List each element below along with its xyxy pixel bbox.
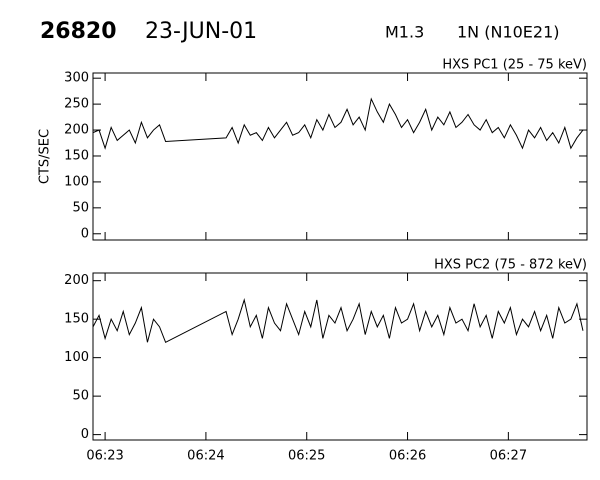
y-tick-label: 0 — [81, 226, 89, 241]
y-axis-label: CTS/SEC — [38, 129, 53, 184]
y-tick-label: 50 — [72, 200, 89, 215]
y-tick-label: 100 — [64, 350, 89, 365]
plot-frame — [92, 72, 588, 241]
y-tick-label: 0 — [81, 427, 89, 442]
flare-location: 1N (N10E21) — [457, 23, 560, 42]
y-tick-label: 250 — [64, 97, 89, 112]
y-tick-label: 200 — [64, 273, 89, 288]
data-line — [92, 97, 584, 150]
panel-title: HXS PC1 (25 - 75 keV) — [442, 58, 587, 73]
y-tick-label: 150 — [64, 312, 89, 327]
y-tick-label: 50 — [72, 389, 89, 404]
event-date: 23-JUN-01 — [145, 19, 257, 44]
y-tick-label: 100 — [64, 174, 89, 189]
panel-title: HXS PC2 (75 - 872 keV) — [434, 258, 587, 273]
y-tick-label: 200 — [64, 123, 89, 138]
x-tick-label: 06:26 — [389, 449, 426, 464]
data-line — [92, 298, 584, 343]
flare-class: M1.3 — [385, 23, 424, 42]
x-tick-label: 06:23 — [86, 449, 123, 464]
x-tick-label: 06:25 — [288, 449, 325, 464]
x-tick-label: 06:27 — [490, 449, 527, 464]
x-tick-label: 06:24 — [187, 449, 224, 464]
y-tick-label: 150 — [64, 148, 89, 163]
y-tick-label: 300 — [64, 71, 89, 86]
event-id: 26820 — [40, 19, 117, 44]
plot-frame — [92, 272, 588, 441]
